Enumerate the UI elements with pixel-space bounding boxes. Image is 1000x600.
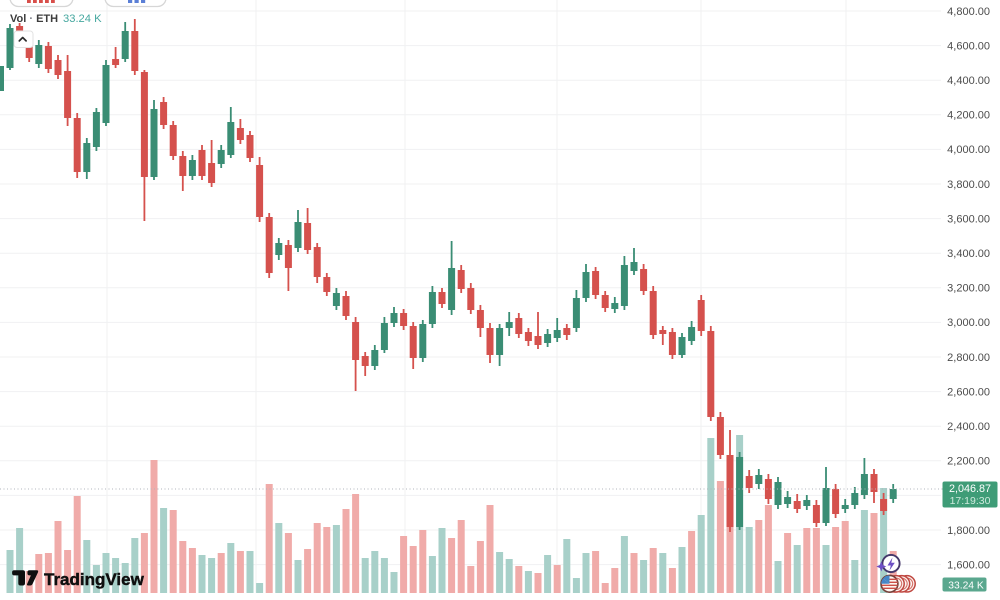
svg-text:33.24 K: 33.24 K xyxy=(948,580,984,591)
svg-text:2,200.00: 2,200.00 xyxy=(947,456,990,468)
svg-text:4,800.00: 4,800.00 xyxy=(947,6,990,18)
svg-text:4,400.00: 4,400.00 xyxy=(947,75,990,87)
svg-text:3,200.00: 3,200.00 xyxy=(947,283,990,295)
svg-text:4,200.00: 4,200.00 xyxy=(947,110,990,122)
svg-text:3,800.00: 3,800.00 xyxy=(947,179,990,191)
svg-text:2,800.00: 2,800.00 xyxy=(947,352,990,364)
svg-text:3,600.00: 3,600.00 xyxy=(947,213,990,225)
svg-text:33.24 K: 33.24 K xyxy=(63,13,102,25)
svg-text:17:19:30: 17:19:30 xyxy=(950,495,991,507)
svg-text:3,000.00: 3,000.00 xyxy=(947,317,990,329)
svg-text:2,400.00: 2,400.00 xyxy=(947,421,990,433)
svg-text:Vol · ETH: Vol · ETH xyxy=(10,13,58,25)
svg-text:TradingView: TradingView xyxy=(44,570,145,589)
svg-text:4,000.00: 4,000.00 xyxy=(947,144,990,156)
svg-text:3,400.00: 3,400.00 xyxy=(947,248,990,260)
svg-text:1,800.00: 1,800.00 xyxy=(947,525,990,537)
svg-text:4,600.00: 4,600.00 xyxy=(947,40,990,52)
svg-text:2,600.00: 2,600.00 xyxy=(947,386,990,398)
svg-text:1,600.00: 1,600.00 xyxy=(947,559,990,571)
svg-text:2,046.87: 2,046.87 xyxy=(949,483,991,495)
